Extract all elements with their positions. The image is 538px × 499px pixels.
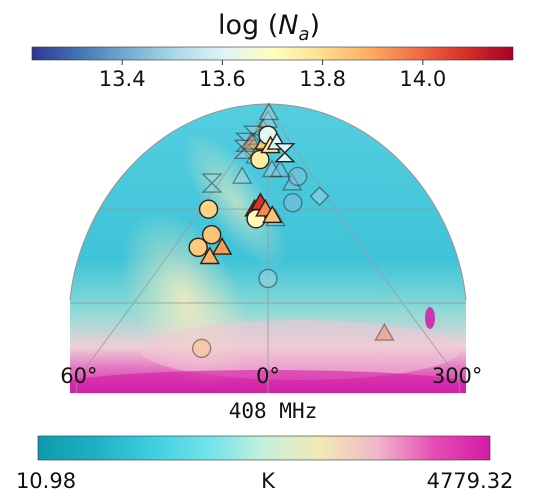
colorbar-title: log (Na) xyxy=(218,10,320,45)
data-point-hourglass xyxy=(234,132,257,152)
data-point-triangle xyxy=(261,159,283,178)
graticule-meridian xyxy=(75,104,269,393)
data-points xyxy=(188,102,395,359)
map-label: 408 MHz xyxy=(229,399,318,423)
data-point-triangle xyxy=(262,205,283,224)
colorbar-max-label: 4779.32 xyxy=(427,469,514,493)
longitude-label: 300° xyxy=(432,364,483,388)
data-point-triangle xyxy=(241,131,262,150)
data-point-triangle xyxy=(231,166,253,184)
data-point-hourglass xyxy=(233,139,255,159)
data-point-circle xyxy=(198,199,219,219)
colorbar-ticks: 13.4 13.6 13.8 14.0 xyxy=(99,60,446,91)
data-point-circle xyxy=(258,268,278,289)
colorbar-gradient xyxy=(31,46,514,61)
colorbar-gradient xyxy=(37,435,491,461)
data-point-triangle xyxy=(269,159,291,178)
data-point-hourglass xyxy=(274,143,296,163)
data-point-triangle xyxy=(258,102,280,121)
colorbar-tick-label: 14.0 xyxy=(399,67,446,91)
data-point-triangle xyxy=(281,172,303,191)
longitude-label: 60° xyxy=(60,364,97,388)
data-point-triangle xyxy=(374,322,395,341)
data-point-circle xyxy=(188,237,208,258)
longitude-label: 0° xyxy=(256,364,280,388)
data-point-circle xyxy=(191,338,212,359)
data-point-diamond xyxy=(309,186,330,207)
colorbar-min-label: 10.98 xyxy=(16,469,76,493)
colorbar-unit: K xyxy=(261,469,276,493)
longitude-labels: 60° 0° 300° xyxy=(60,364,482,388)
data-point-triangle xyxy=(199,246,220,265)
graticule-meridian xyxy=(267,104,461,393)
data-point-circle xyxy=(283,193,303,213)
colorbar-tick-label: 13.4 xyxy=(99,67,146,91)
data-point-circle xyxy=(250,149,270,170)
data-point-triangle xyxy=(211,236,233,255)
sky-map: 60° 0° 300° xyxy=(60,102,482,393)
data-point-hourglass xyxy=(201,173,223,193)
data-point-hourglass xyxy=(242,125,265,145)
colorbar-tick-label: 13.8 xyxy=(299,67,346,91)
top-colorbar: log (Na) 13.4 13.6 13.8 14.0 xyxy=(31,10,514,91)
colorbar-tick-label: 13.6 xyxy=(199,67,246,91)
data-point-circle xyxy=(201,225,222,245)
map-outline xyxy=(69,103,467,301)
bottom-colorbar: 10.98 K 4779.32 xyxy=(16,435,514,493)
data-point-circle xyxy=(287,166,308,187)
